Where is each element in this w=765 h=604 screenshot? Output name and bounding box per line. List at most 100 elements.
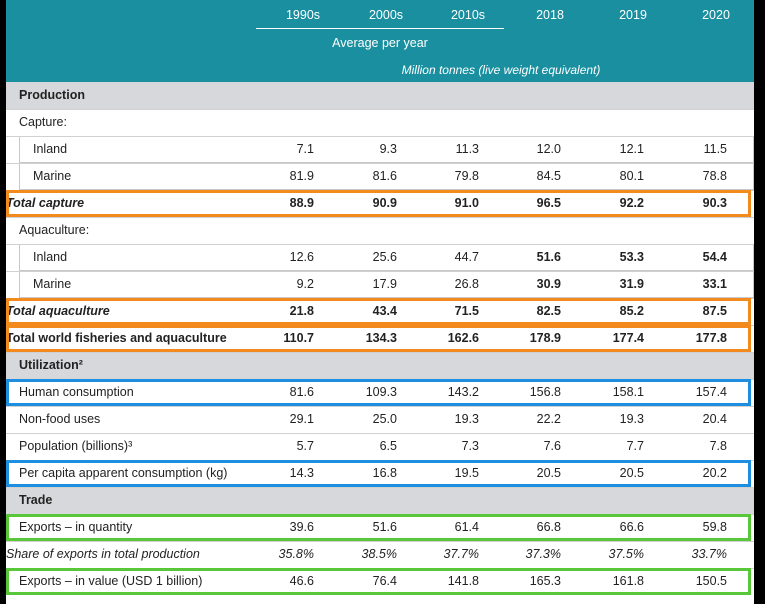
col-header: 2018: [536, 8, 564, 22]
table-row: Population (billions)³ 5.7 6.5 7.3 7.6 7.7 7.8: [6, 433, 754, 460]
table-cell: 12.6: [289, 250, 314, 264]
row-divider: [6, 325, 754, 326]
row-divider: [6, 163, 754, 164]
table-cell: 7.3: [461, 439, 479, 453]
table-row: Human consumption 81.6 109.3 143.2 156.8 158.…: [6, 379, 754, 406]
table-cell: 51.6: [372, 520, 397, 534]
section-header-row: Trade: [6, 487, 754, 514]
row-divider: [6, 379, 754, 380]
section-header-row: Utilization²: [6, 352, 754, 379]
table-cell: 90.9: [372, 196, 397, 210]
row-label: Aquaculture:: [19, 223, 90, 237]
table-row: Exports – in value (USD 1 billion) 46.6 76…: [6, 568, 754, 595]
row-divider: [6, 217, 754, 218]
table-cell: 31.9: [619, 277, 644, 291]
table-cell: 7.7: [626, 439, 644, 453]
table-row: Capture:: [6, 109, 754, 136]
table-cell: 141.8: [447, 574, 479, 588]
row-label: Production: [19, 88, 85, 102]
row-label: Utilization²: [19, 358, 83, 372]
table-row: Exports – in quantity 39.6 51.6 61.4 66.8 66.…: [6, 514, 754, 541]
table-cell: 81.6: [289, 385, 314, 399]
section-header-row: Production: [6, 82, 754, 109]
table-header: 1990s 2000s 2010s 2018 2019 2020 Average…: [6, 0, 754, 82]
row-divider: [6, 244, 754, 245]
row-label: Marine: [33, 169, 72, 183]
row-label: Exports – in quantity: [19, 520, 133, 534]
header-rule: [256, 28, 504, 29]
table-cell: 11.5: [703, 142, 727, 156]
table-cell: 7.8: [709, 439, 727, 453]
table-cell: 78.8: [702, 169, 727, 183]
row-divider: [6, 487, 754, 488]
row-divider: [6, 190, 754, 191]
table-cell: 87.5: [702, 304, 727, 318]
table-cell: 14.3: [289, 466, 314, 480]
table-cell: 177.8: [695, 331, 727, 345]
table-cell: 90.3: [702, 196, 727, 210]
table-cell: 76.4: [372, 574, 397, 588]
table-cell: 53.3: [619, 250, 644, 264]
table-row: Inland 7.1 9.3 11.3 12.0 12.1 11.5: [6, 136, 754, 163]
table-cell: 54.4: [702, 250, 727, 264]
row-label: Per capita apparent consumption (kg): [19, 466, 228, 480]
table-cell: 19.3: [619, 412, 644, 426]
table-cell: 79.8: [454, 169, 479, 183]
table-cell: 17.9: [372, 277, 397, 291]
row-label: Non-food uses: [19, 412, 101, 426]
row-label: Total world fisheries and aquaculture: [6, 331, 227, 345]
row-label: Inland: [33, 142, 68, 156]
row-label: Marine: [33, 277, 72, 291]
table-row: Aquaculture:: [6, 217, 754, 244]
table-row: Inland 12.6 25.6 44.7 51.6 53.3 54.4: [6, 244, 754, 271]
table-cell: 143.2: [447, 385, 479, 399]
col-header: 2019: [619, 8, 647, 22]
table-cell: 12.1: [619, 142, 644, 156]
table-cell: 51.6: [536, 250, 561, 264]
table-cell: 12.0: [536, 142, 561, 156]
table-cell: 37.5%: [608, 547, 644, 561]
table-cell: 150.5: [695, 574, 727, 588]
row-divider: [6, 271, 754, 272]
row-divider: [6, 460, 754, 461]
table-cell: 178.9: [529, 331, 561, 345]
table-cell: 16.8: [372, 466, 397, 480]
table-cell: 7.1: [296, 142, 314, 156]
table-cell: 30.9: [536, 277, 561, 291]
row-divider: [6, 109, 754, 110]
table-cell: 85.2: [619, 304, 644, 318]
row-label: Human consumption: [19, 385, 134, 399]
table-cell: 81.9: [289, 169, 314, 183]
table-cell: 84.5: [536, 169, 561, 183]
table-cell: 20.5: [619, 466, 644, 480]
table-row: Total aquaculture 21.8 43.4 71.5 82.5 85.2 87.…: [6, 298, 754, 325]
table-cell: 29.1: [289, 412, 314, 426]
table-cell: 9.3: [379, 142, 397, 156]
row-label: Capture:: [19, 115, 67, 129]
table-cell: 6.5: [379, 439, 397, 453]
row-inset-border: [19, 163, 754, 190]
row-label: Population (billions)³: [19, 439, 133, 453]
row-divider: [6, 433, 754, 434]
row-label: Exports – in value (USD 1 billion): [19, 574, 203, 588]
table-cell: 37.3%: [525, 547, 561, 561]
table-cell: 134.3: [365, 331, 397, 345]
row-label: Share of exports in total production: [6, 547, 200, 561]
row-divider: [6, 298, 754, 299]
table-cell: 37.7%: [443, 547, 479, 561]
table-cell: 66.6: [619, 520, 644, 534]
col-header: 2000s: [368, 8, 404, 22]
table-cell: 7.6: [543, 439, 561, 453]
table-cell: 80.1: [619, 169, 644, 183]
row-divider: [6, 406, 754, 407]
table-cell: 88.9: [289, 196, 314, 210]
row-inset-border: [19, 136, 754, 163]
table-cell: 44.7: [454, 250, 479, 264]
table-cell: 66.8: [536, 520, 561, 534]
table-cell: 26.8: [454, 277, 479, 291]
table-cell: 177.4: [612, 331, 644, 345]
row-divider: [6, 541, 754, 542]
col-header: 2010s: [450, 8, 486, 22]
table-row: Marine 9.2 17.9 26.8 30.9 31.9 33.1: [6, 271, 754, 298]
col-header: 2020: [702, 8, 730, 22]
